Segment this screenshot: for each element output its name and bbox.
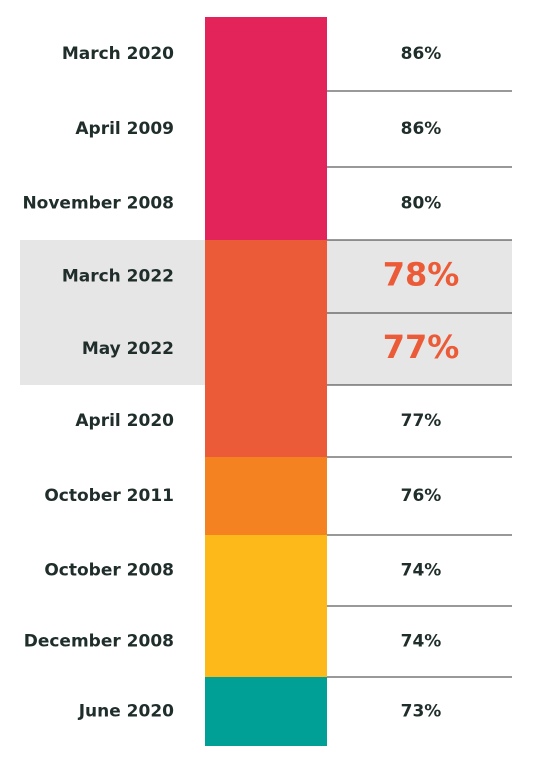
row-label: March 2020 — [62, 44, 174, 64]
color-block — [205, 677, 327, 746]
row-value: 80% — [401, 194, 442, 214]
row-value: 86% — [401, 119, 442, 139]
row-label: October 2011 — [44, 486, 174, 506]
color-block — [205, 606, 327, 677]
row-value: 74% — [401, 632, 442, 652]
row-value: 74% — [401, 561, 442, 581]
row-label: March 2022 — [62, 267, 174, 287]
row-label: May 2022 — [82, 339, 174, 359]
color-block — [205, 240, 327, 313]
row-value: 78% — [383, 256, 460, 294]
color-block — [205, 91, 327, 167]
color-block — [205, 313, 327, 385]
row-label: December 2008 — [24, 632, 174, 652]
row-label: November 2008 — [22, 194, 174, 214]
row-label: June 2020 — [78, 702, 174, 722]
color-block — [205, 535, 327, 606]
color-block — [205, 385, 327, 457]
color-block — [205, 167, 327, 240]
row-value: 76% — [401, 486, 442, 506]
row-value: 73% — [401, 702, 442, 722]
row-value: 86% — [401, 44, 442, 64]
row-value: 77% — [383, 328, 460, 366]
color-block — [205, 457, 327, 535]
row-label: October 2008 — [44, 561, 174, 581]
color-block — [205, 17, 327, 91]
row-label: April 2020 — [75, 411, 174, 431]
row-label: April 2009 — [75, 119, 174, 139]
row-value: 77% — [401, 411, 442, 431]
